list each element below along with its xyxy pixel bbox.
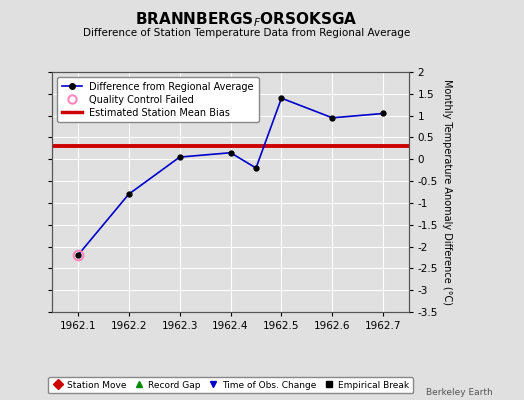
- Text: Berkeley Earth: Berkeley Earth: [426, 388, 493, 397]
- Text: BRANNBERGS$_F$ORSOKSGA: BRANNBERGS$_F$ORSOKSGA: [135, 10, 357, 29]
- Legend: Station Move, Record Gap, Time of Obs. Change, Empirical Break: Station Move, Record Gap, Time of Obs. C…: [49, 377, 412, 394]
- Text: Difference of Station Temperature Data from Regional Average: Difference of Station Temperature Data f…: [83, 28, 410, 38]
- Y-axis label: Monthly Temperature Anomaly Difference (°C): Monthly Temperature Anomaly Difference (…: [442, 79, 452, 305]
- Legend: Difference from Regional Average, Quality Control Failed, Estimated Station Mean: Difference from Regional Average, Qualit…: [57, 77, 259, 122]
